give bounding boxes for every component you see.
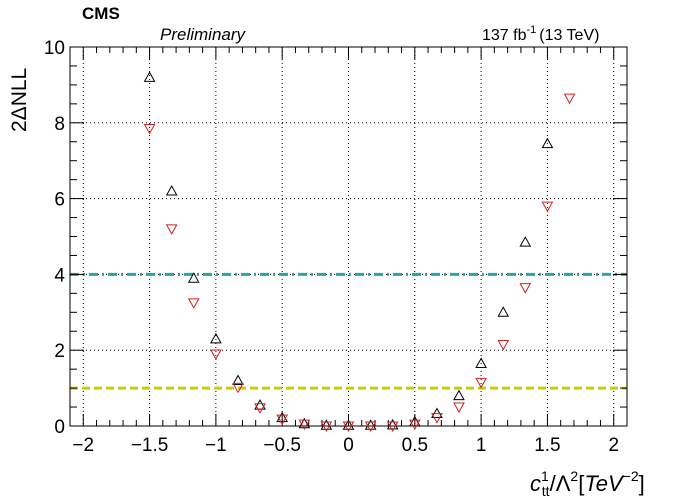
data-point-up — [143, 71, 156, 82]
data-point-down — [254, 403, 266, 414]
grid — [70, 46, 627, 427]
x-tick-label: 1.5 — [534, 435, 560, 456]
x-label-lambda: /Λ — [550, 471, 571, 496]
y-tick-labels: 0 2 4 6 8 10 — [44, 38, 66, 438]
x-label-c: c — [530, 471, 541, 496]
data-point-down — [408, 419, 421, 431]
data-point-down — [475, 377, 487, 389]
data-point-down — [342, 421, 355, 433]
x-tick-label: 0.5 — [402, 435, 428, 456]
data-point-down — [320, 421, 333, 433]
data-point-down — [364, 421, 377, 433]
data-point-down — [143, 123, 156, 135]
y-tick-label: 8 — [54, 114, 65, 135]
luminosity-label: 137 fb-1 (13 TeV) — [482, 24, 599, 44]
y-tick-label: 6 — [54, 190, 65, 211]
data-point-up — [475, 357, 487, 368]
data-point-up — [165, 184, 178, 196]
data-point-up — [320, 419, 333, 430]
lumi-energy: (13 TeV) — [539, 27, 599, 44]
x-label-units: TeV — [584, 471, 625, 496]
data-point-up — [541, 137, 554, 149]
x-axis-label: c1 tt/Λ2[TeV−2] — [530, 468, 645, 499]
data-point-down — [165, 224, 178, 235]
x-label-sub: tt — [542, 483, 550, 499]
data-point-up — [431, 407, 443, 418]
data-point-up — [298, 417, 311, 429]
data-point-up — [254, 399, 266, 410]
reference-lines — [70, 272, 627, 390]
status-label: Preliminary — [160, 25, 247, 44]
y-axis-label: 2ΔNLL — [8, 68, 31, 132]
data-point-down — [453, 402, 465, 414]
x-label-square: 2 — [570, 468, 578, 484]
y-tick-label: 2 — [54, 341, 65, 362]
data-point-down — [431, 413, 443, 424]
data-point-down — [563, 93, 576, 105]
data-point-down — [232, 382, 244, 394]
y-tick-label: 4 — [54, 265, 65, 286]
x-tick-label: −2 — [72, 435, 94, 456]
data-point-up — [232, 374, 244, 386]
data-point-down — [298, 419, 311, 431]
data-point-down — [519, 283, 532, 294]
x-tick-label: −0.5 — [263, 435, 301, 456]
x-tick-label: 2 — [608, 435, 619, 456]
x-tick-label: 0 — [343, 435, 354, 456]
data-point-up — [497, 306, 510, 317]
data-point-down — [386, 421, 399, 433]
data-point-down — [497, 340, 510, 351]
data-point-down — [210, 349, 222, 361]
data-markers — [143, 71, 576, 433]
data-point-up — [364, 419, 377, 430]
data-point-up — [408, 415, 421, 427]
data-point-up — [519, 236, 532, 247]
data-point-up — [342, 419, 355, 430]
data-point-up — [453, 389, 465, 401]
data-point-up — [386, 418, 399, 430]
axis-ticks — [69, 46, 628, 427]
data-point-down — [187, 298, 200, 309]
y-tick-label: 0 — [54, 417, 65, 438]
x-label-sup: 1 — [541, 468, 549, 484]
lumi-value: 137 fb — [482, 27, 527, 44]
data-point-down — [276, 414, 289, 426]
x-label-bracket-open: [ — [578, 471, 584, 496]
x-tick-label: −1 — [205, 435, 227, 456]
x-label-units-exp: −2 — [623, 468, 639, 484]
x-tick-labels: −2 −1.5 −1 −0.5 0 0.5 1 1.5 2 — [72, 435, 619, 456]
x-tick-label: −1.5 — [131, 435, 169, 456]
lumi-exponent: -1 — [526, 24, 536, 36]
experiment-label: CMS — [82, 4, 120, 23]
x-tick-label: 1 — [476, 435, 487, 456]
x-label-bracket-close: ] — [639, 471, 645, 496]
data-point-up — [187, 272, 200, 283]
data-point-up — [210, 332, 222, 344]
data-point-up — [276, 411, 289, 423]
y-tick-label: 10 — [44, 38, 65, 59]
data-point-down — [541, 201, 554, 213]
